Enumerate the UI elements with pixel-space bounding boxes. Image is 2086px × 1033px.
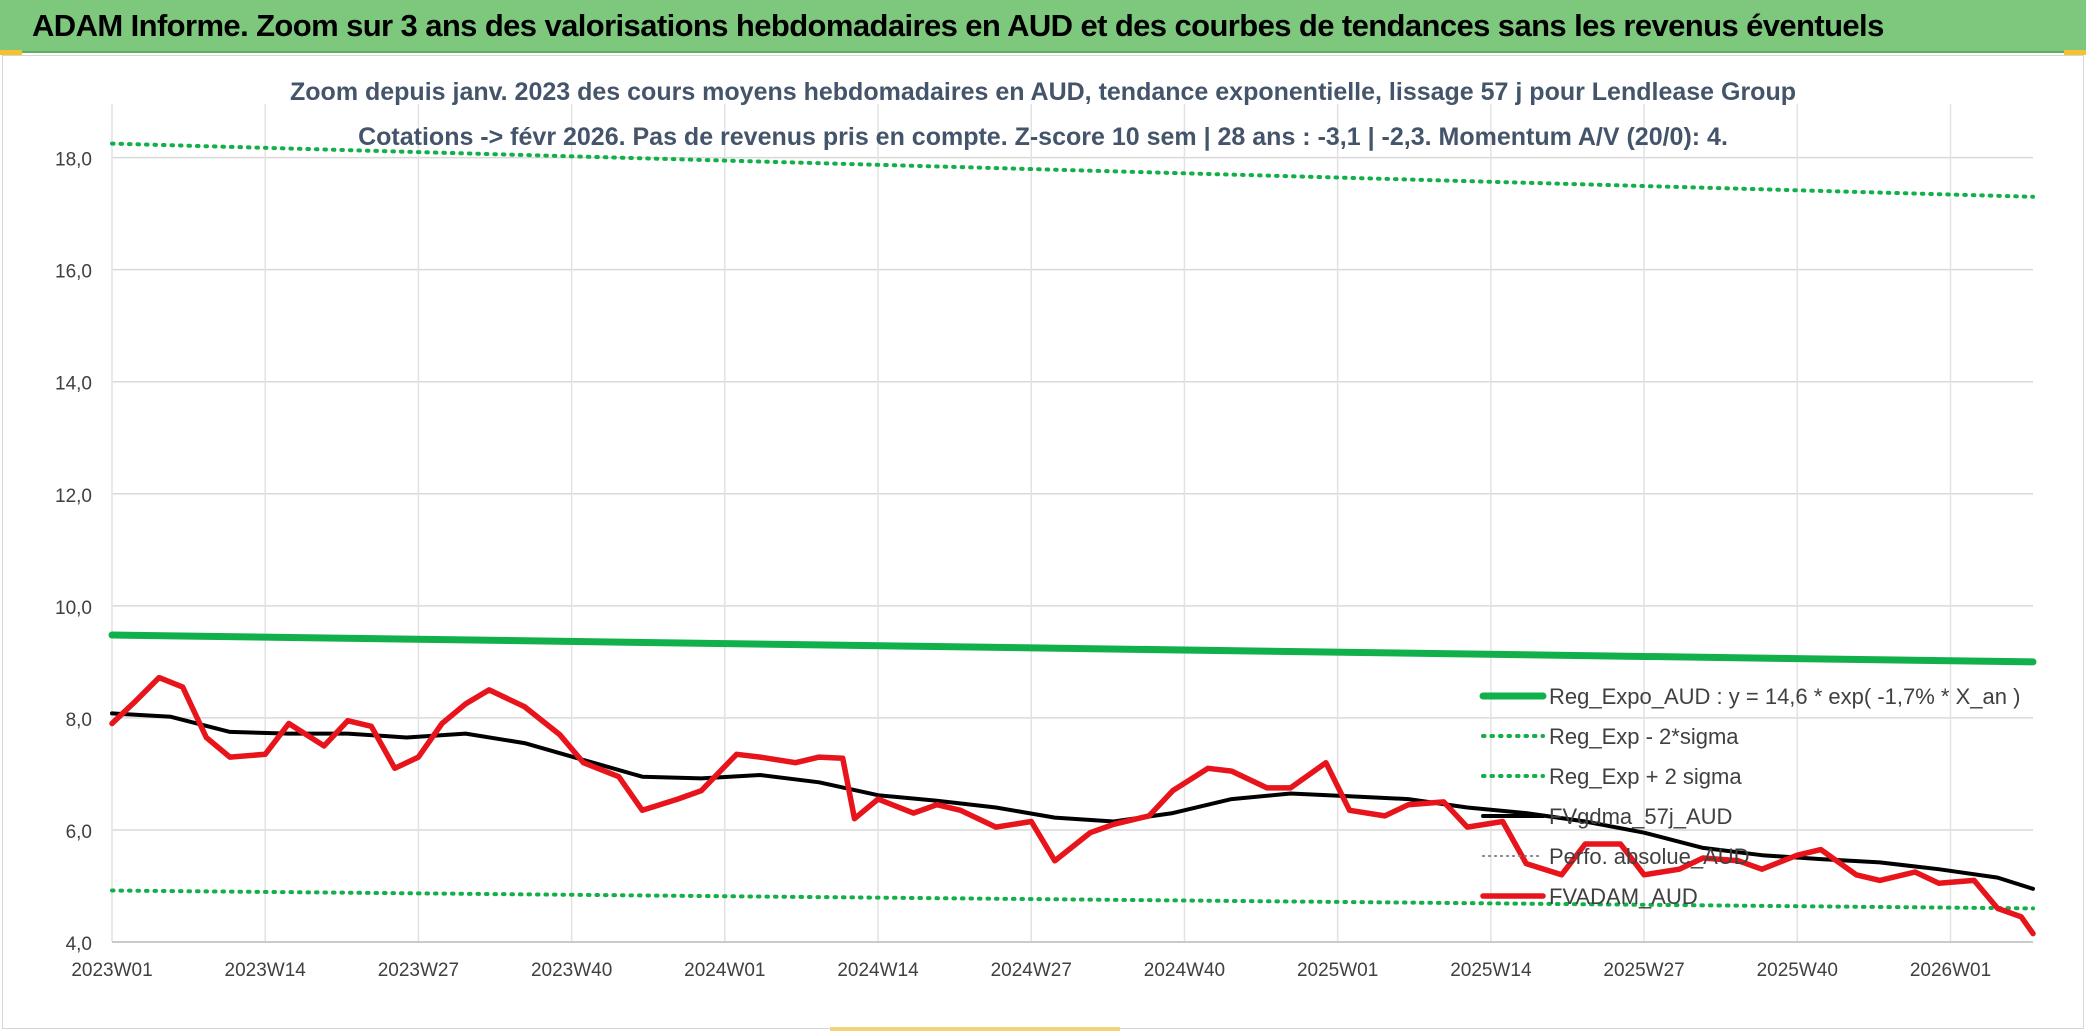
x-tick-label: 2024W01 bbox=[684, 960, 765, 981]
series-line-fvadam-aud bbox=[109, 674, 2036, 937]
x-tick-label: 2023W27 bbox=[378, 960, 459, 981]
legend-label: Reg_Exp - 2*sigma bbox=[1549, 724, 1739, 749]
y-tick-label: 8,0 bbox=[66, 710, 92, 731]
legend-label: FVgdma_57j_AUD bbox=[1549, 804, 1732, 829]
x-tick-label: 2023W14 bbox=[225, 960, 307, 981]
y-tick-label: 6,0 bbox=[66, 822, 92, 843]
legend-label: Perfo. absolue_AUD bbox=[1549, 844, 1750, 869]
x-tick-label: 2026W01 bbox=[1910, 960, 1991, 981]
x-tick-label: 2025W27 bbox=[1603, 960, 1684, 981]
grid-layer bbox=[111, 104, 2033, 943]
x-tick-label: 2023W40 bbox=[531, 960, 612, 981]
header-accent-right bbox=[2064, 50, 2086, 55]
x-tick-label: 2024W40 bbox=[1144, 960, 1225, 981]
header-bar: ADAM Informe. Zoom sur 3 ans des valoris… bbox=[0, 0, 2086, 55]
y-tick-label: 12,0 bbox=[55, 486, 92, 507]
x-tick-label: 2024W27 bbox=[991, 960, 1072, 981]
x-tick-label: 2025W14 bbox=[1450, 960, 1532, 981]
series-line-reg-exp bbox=[110, 888, 2035, 911]
legend-label: Reg_Expo_AUD : y = 14,6 * exp( -1,7% * X… bbox=[1549, 684, 2020, 709]
legend-label: FVADAM_AUD bbox=[1549, 884, 1698, 909]
chart-legend: Reg_Expo_AUD : y = 14,6 * exp( -1,7% * X… bbox=[1479, 684, 2020, 909]
y-tick-label: 4,0 bbox=[66, 934, 92, 955]
series-layer bbox=[108, 141, 2037, 937]
chart-subtitle: Cotations -> févr 2026. Pas de revenus p… bbox=[358, 123, 1728, 151]
x-tick-label: 2023W01 bbox=[71, 960, 152, 981]
x-tick-label: 2025W40 bbox=[1757, 960, 1838, 981]
legend-label: Reg_Exp + 2 sigma bbox=[1549, 764, 1742, 789]
series-line-reg-expo-aud bbox=[108, 631, 2037, 666]
x-tick-label: 2025W01 bbox=[1297, 960, 1378, 981]
series-line-reg-exp bbox=[110, 141, 2035, 199]
bottom-accent bbox=[830, 1027, 1120, 1031]
header-accent-left bbox=[0, 50, 22, 55]
report-title: ADAM Informe. Zoom sur 3 ans des valoris… bbox=[32, 8, 1884, 43]
chart-container: 4,0 6,0 8,0 10,0 12,0 14,0 16,0 18,0 2023W01 2023… bbox=[2, 55, 2084, 1029]
y-tick-label: 10,0 bbox=[55, 598, 92, 619]
x-tick-label: 2024W14 bbox=[837, 960, 919, 981]
y-tick-label: 18,0 bbox=[55, 150, 92, 171]
line-chart: 4,0 6,0 8,0 10,0 12,0 14,0 16,0 18,0 2023W01 2023… bbox=[55, 78, 2037, 981]
y-tick-label: 16,0 bbox=[55, 262, 92, 283]
chart-title: Zoom depuis janv. 2023 des cours moyens … bbox=[290, 78, 1796, 106]
y-tick-label: 14,0 bbox=[55, 374, 92, 395]
axis-layer: 4,0 6,0 8,0 10,0 12,0 14,0 16,0 18,0 2023W01 2023… bbox=[55, 150, 2033, 981]
